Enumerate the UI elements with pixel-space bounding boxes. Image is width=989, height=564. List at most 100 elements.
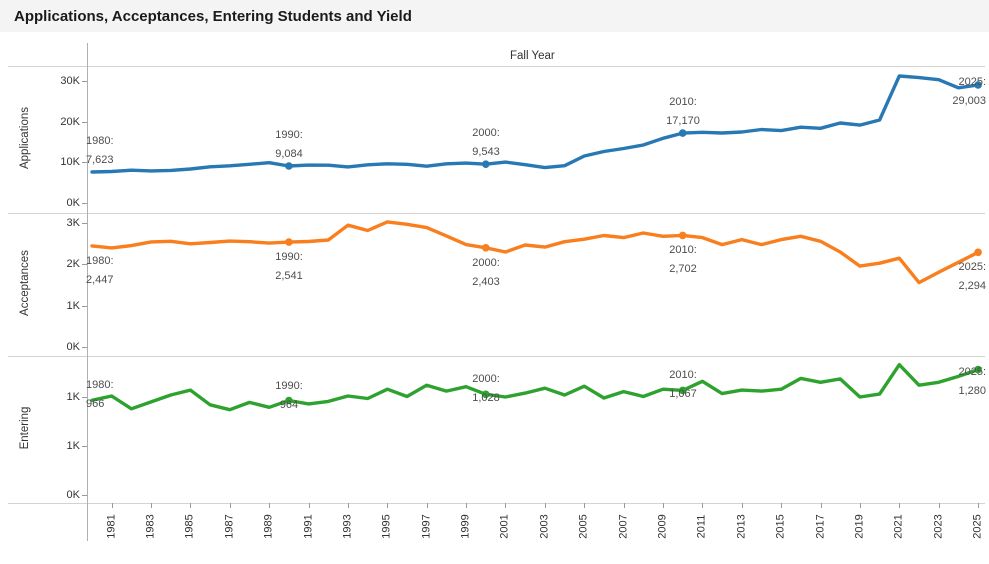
x-axis-tick-label: 2025 [971, 514, 984, 539]
acceptances-y-tick-label: 0K [66, 341, 80, 353]
acceptances-y-tick-mark [82, 264, 87, 265]
x-axis-tick-mark [269, 503, 270, 508]
x-axis-tick-label: 1981 [105, 514, 118, 539]
acceptances-point-1990[interactable] [285, 238, 293, 246]
applications-y-tick-label: 30K [60, 75, 80, 87]
applications-y-tick-label: 10K [60, 156, 80, 168]
x-axis-tick-label: 1995 [380, 514, 393, 539]
applications-annotation-1980: 1980: 7,623 [86, 132, 156, 170]
acceptances-annotation-year-2025: 2025: [958, 261, 986, 273]
applications-point-2025[interactable] [974, 81, 982, 89]
x-axis-tick-mark [505, 503, 506, 508]
x-axis-tick-label: 1991 [302, 514, 315, 539]
acceptances-y-tick-label: 3K [66, 217, 80, 229]
x-axis-tick-label: 1993 [341, 514, 354, 539]
applications-y-tick-mark [82, 203, 87, 204]
acceptances-annotation-2025: 2025: 2,294 [916, 258, 986, 296]
entering-line[interactable] [90, 362, 980, 412]
entering-point-1990[interactable] [285, 396, 293, 405]
applications-annotation-2000: 2000: 9,543 [451, 124, 521, 162]
x-axis-tick-mark [348, 503, 349, 508]
applications-point-2010[interactable] [678, 129, 687, 137]
applications-y-tick-mark [82, 162, 87, 163]
x-axis-tick-label: 2007 [617, 514, 630, 539]
entering-annotation-1980: 1980: 966 [86, 376, 156, 414]
row-divider [8, 213, 985, 214]
entering-y-tick-mark [82, 446, 87, 447]
x-axis-tick-label: 1983 [144, 514, 157, 539]
applications-annotation-value-1980: 7,623 [86, 154, 114, 166]
x-axis-tick-label: 1989 [262, 514, 275, 539]
x-axis-tick-mark [821, 503, 822, 508]
y-axis-line [87, 43, 88, 541]
x-axis-tick-label: 1987 [223, 514, 236, 539]
applications-annotation-year-1980: 1980: [86, 135, 114, 147]
entering-annotation-value-1990: 964 [279, 399, 299, 411]
x-axis-tick-label: 2011 [695, 514, 708, 539]
x-axis-tick-mark [781, 503, 782, 508]
entering-annotation-year-2025: 2025: [958, 366, 986, 378]
x-axis-tick-mark [151, 503, 152, 508]
acceptances-annotation-year-1990: 1990: [275, 251, 303, 263]
x-axis-tick-mark [663, 503, 664, 508]
x-axis-tick-label: 2019 [853, 514, 866, 539]
x-axis-tick-mark [702, 503, 703, 508]
x-axis-tick-label: 2023 [932, 514, 945, 539]
acceptances-line[interactable] [90, 220, 980, 285]
entering-point-2000[interactable] [482, 390, 490, 399]
x-axis-tick-label: 1985 [183, 514, 196, 539]
x-axis-tick-mark [230, 503, 231, 508]
x-axis-tick-mark [742, 503, 743, 508]
acceptances-annotation-value-2010: 2,702 [669, 263, 697, 275]
x-axis-tick-label: 2015 [774, 514, 787, 539]
applications-annotation-2010: 2010: 17,170 [648, 93, 718, 131]
entering-y-tick-label: 1K [66, 391, 80, 403]
acceptances-annotation-year-2000: 2000: [472, 257, 500, 269]
x-axis-tick-mark [860, 503, 861, 508]
applications-annotation-year-2000: 2000: [472, 127, 500, 139]
applications-point-2000[interactable] [482, 160, 490, 168]
acceptances-y-tick-mark [82, 223, 87, 224]
x-axis-tick-mark [309, 503, 310, 508]
applications-y-tick-label: 0K [66, 197, 80, 209]
x-axis-tick-mark [584, 503, 585, 508]
entering-y-tick-mark [82, 495, 87, 496]
x-axis-tick-mark [545, 503, 546, 508]
acceptances-point-2010[interactable] [678, 231, 687, 240]
entering-annotation-2010: 2010: 1,067 [648, 366, 718, 404]
x-axis-tick-label: 1997 [420, 514, 433, 539]
x-axis-tick-mark [387, 503, 388, 508]
applications-annotation-value-2025: 29,003 [952, 95, 986, 107]
entering-annotation-year-1980: 1980: [86, 379, 114, 391]
applications-y-tick-mark [82, 122, 87, 123]
entering-point-2025[interactable] [974, 365, 982, 374]
entering-y-tick-mark [82, 397, 87, 398]
entering-annotation-1990: 1990: 964 [254, 377, 324, 415]
acceptances-axis-title: Acceptances [19, 250, 31, 316]
x-axis-tick-mark [624, 503, 625, 508]
entering-annotation-value-2010: 1,067 [669, 388, 697, 400]
applications-y-tick-mark [82, 81, 87, 82]
applications-panel [90, 74, 982, 174]
applications-point-1990[interactable] [285, 162, 293, 170]
acceptances-point-2025[interactable] [974, 248, 982, 257]
entering-annotation-2025: 2025: 1,280 [916, 363, 986, 401]
x-axis-tick-label: 2021 [892, 514, 905, 539]
applications-line[interactable] [90, 74, 980, 174]
x-axis-tick-mark [899, 503, 900, 508]
entering-y-tick-label: 0K [66, 489, 80, 501]
acceptances-annotation-value-1990: 2,541 [275, 270, 303, 282]
entering-annotation-year-2010: 2010: [669, 369, 697, 381]
x-axis-header: Fall Year [510, 50, 555, 62]
acceptances-annotation-value-2025: 2,294 [958, 280, 986, 292]
x-axis-tick-label: 1999 [459, 514, 472, 539]
applications-annotation-value-2010: 17,170 [666, 115, 700, 127]
entering-annotation-value-1980: 966 [86, 398, 105, 410]
x-axis-tick-label: 2003 [538, 514, 551, 539]
acceptances-point-2000[interactable] [482, 244, 490, 252]
entering-point-2010[interactable] [678, 386, 687, 395]
row-divider [8, 503, 985, 504]
acceptances-annotation-2010: 2010: 2,702 [648, 241, 718, 279]
x-axis-tick-label: 2009 [656, 514, 669, 539]
